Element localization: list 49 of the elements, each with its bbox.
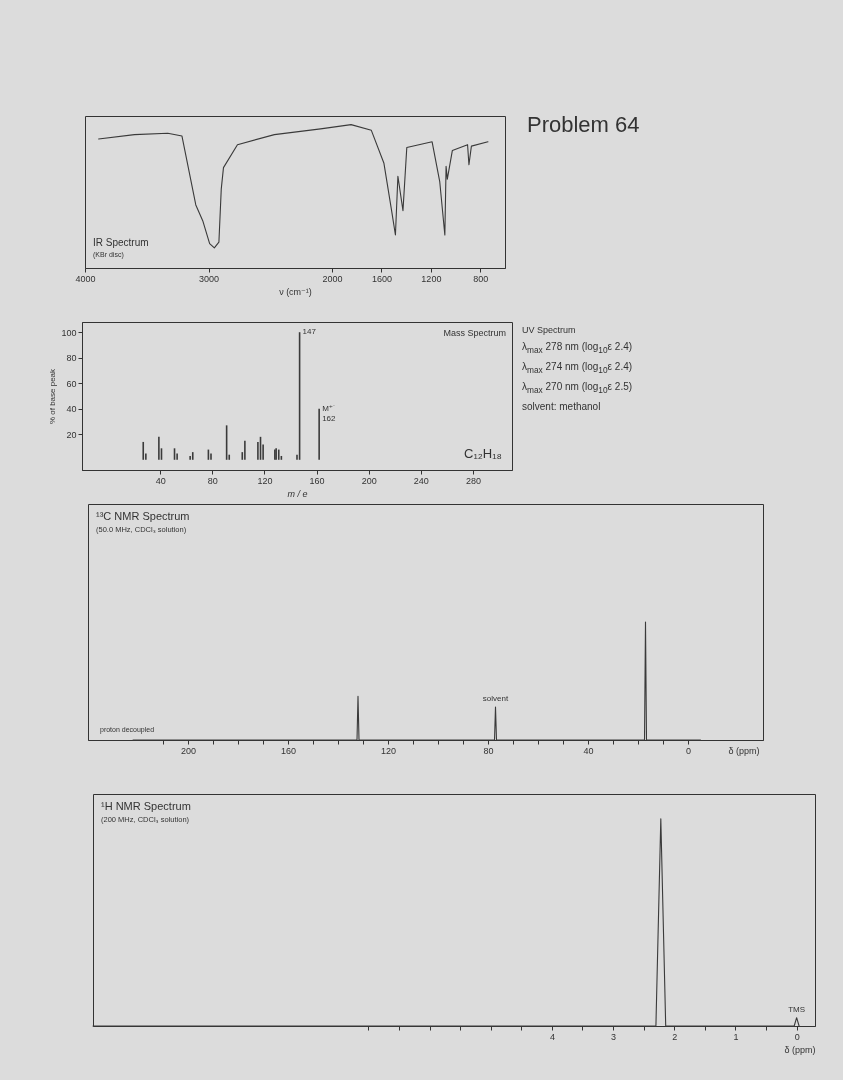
chart-title: ¹³C NMR Spectrum bbox=[96, 510, 190, 522]
annotation: solvent bbox=[482, 693, 509, 703]
chart-title: ¹H NMR Spectrum bbox=[101, 800, 191, 812]
x-axis-title: δ (ppm) bbox=[784, 1044, 816, 1055]
x-axis-title: δ (ppm) bbox=[728, 745, 760, 756]
x-tick-label: 3 bbox=[611, 1031, 617, 1042]
x-tick-label: 120 bbox=[380, 745, 397, 756]
x-tick-label: 0 bbox=[685, 745, 692, 756]
x-tick-label: 4000 bbox=[75, 273, 96, 284]
x-tick-label: 240 bbox=[413, 475, 429, 486]
x-axis-title: ν (cm⁻¹) bbox=[279, 286, 312, 297]
x-tick-label: 200 bbox=[180, 745, 197, 756]
x-tick-label: 2 bbox=[672, 1031, 678, 1042]
x-tick-label: 120 bbox=[257, 475, 273, 486]
x-tick-label: 40 bbox=[583, 745, 594, 756]
x-tick-label: 80 bbox=[207, 475, 218, 486]
x-tick-label: 800 bbox=[473, 273, 489, 284]
text: Mass Spectrum bbox=[443, 328, 506, 338]
x-tick-label: 80 bbox=[483, 745, 494, 756]
annotation: C₁₂H₁₈ bbox=[464, 446, 502, 461]
text: λ$_{max}$ 270 nm (log$_{10}$ε 2.5) bbox=[522, 381, 633, 395]
annotation: TMS bbox=[788, 1004, 806, 1014]
x-axis-title: m / e bbox=[287, 488, 308, 499]
y-tick-label: 60 bbox=[66, 378, 77, 389]
y-tick-label: 40 bbox=[66, 404, 77, 415]
text: λ$_{max}$ 278 nm (log$_{10}$ε 2.4) bbox=[522, 341, 633, 355]
x-tick-label: 1600 bbox=[371, 273, 392, 284]
x-tick-label: 1200 bbox=[421, 273, 442, 284]
annotation: 147 bbox=[302, 327, 317, 337]
x-tick-label: 0 bbox=[794, 1031, 800, 1042]
x-tick-label: 280 bbox=[465, 475, 481, 486]
text: Problem 64 bbox=[527, 112, 640, 138]
annotation: M⁺˙ 162 bbox=[322, 403, 337, 423]
x-tick-label: 200 bbox=[361, 475, 377, 486]
x-tick-label: 2000 bbox=[322, 273, 343, 284]
x-tick-label: 160 bbox=[309, 475, 325, 486]
y-axis-title: % of base peak bbox=[48, 367, 58, 425]
y-tick-label: 80 bbox=[66, 353, 77, 364]
x-tick-label: 160 bbox=[280, 745, 297, 756]
x-tick-label: 1 bbox=[733, 1031, 739, 1042]
y-tick-label: 20 bbox=[66, 429, 77, 440]
y-tick-label: 100 bbox=[61, 327, 77, 338]
text: λ$_{max}$ 274 nm (log$_{10}$ε 2.4) bbox=[522, 361, 633, 375]
x-tick-label: 40 bbox=[155, 475, 166, 486]
text: IR Spectrum bbox=[93, 237, 149, 248]
text: UV Spectrum bbox=[522, 325, 577, 335]
x-tick-label: 3000 bbox=[199, 273, 220, 284]
text: solvent: methanol bbox=[522, 401, 602, 412]
x-tick-label: 4 bbox=[549, 1031, 555, 1042]
